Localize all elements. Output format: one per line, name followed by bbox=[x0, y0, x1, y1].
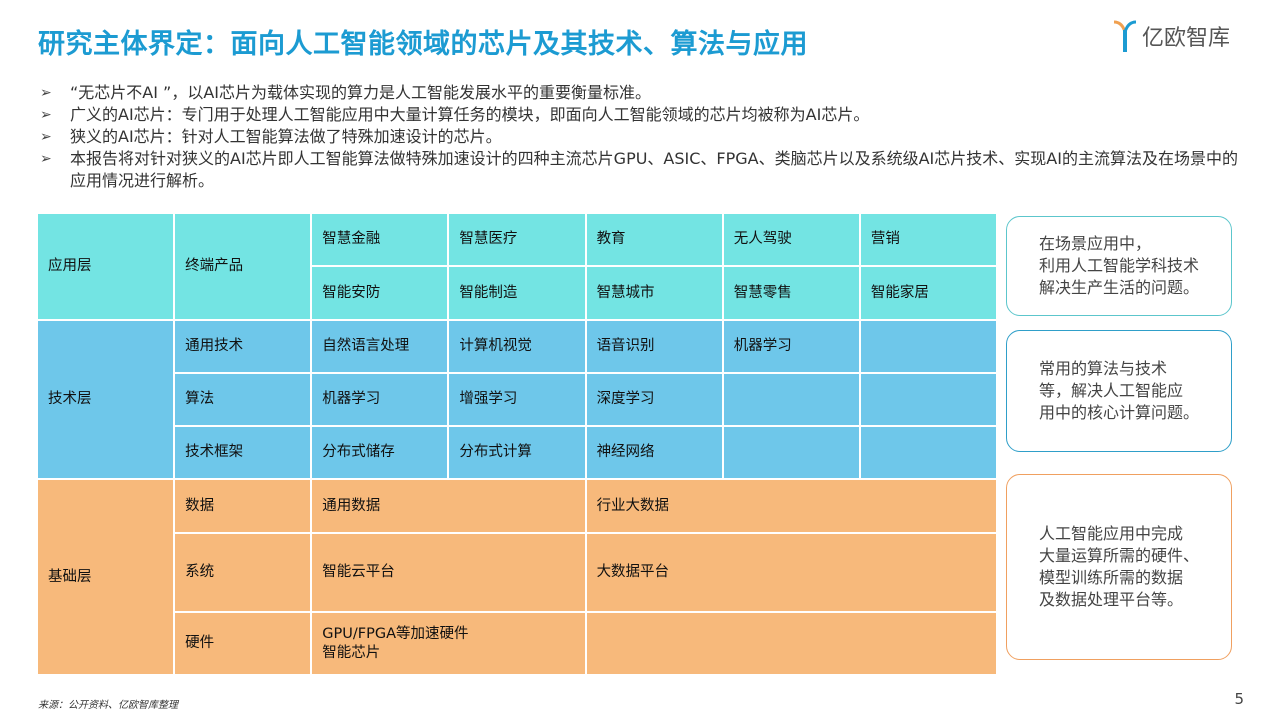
empty-cell bbox=[860, 321, 996, 372]
bullet-item: 广义的AI芯片：专门用于处理人工智能应用中大量计算任务的模块，即面向人工智能领域… bbox=[40, 104, 1240, 126]
table-cell: 营销 bbox=[860, 214, 996, 265]
ai-layer-table: 应用层 终端产品 智慧金融 智慧医疗 教育 无人驾驶 营销 智能安防 智能制造 … bbox=[38, 214, 996, 674]
bullet-list: “无芯片不AI ”，以AI芯片为载体实现的算力是人工智能发展水平的重要衡量标准。… bbox=[40, 82, 1240, 192]
page-title: 研究主体界定：面向人工智能领域的芯片及其技术、算法与应用 bbox=[38, 29, 808, 60]
empty-cell bbox=[860, 427, 996, 478]
table-cell: 机器学习 bbox=[312, 374, 448, 425]
sub-terminal-products: 终端产品 bbox=[175, 214, 311, 319]
table-cell: 计算机视觉 bbox=[449, 321, 585, 372]
note-line: 模型训练所需的数据 bbox=[1038, 568, 1183, 587]
table-cell: 智慧零售 bbox=[723, 267, 859, 319]
page-number: 5 bbox=[1234, 690, 1244, 708]
table-cell: 智能制造 bbox=[449, 267, 585, 319]
layer-base: 基础层 bbox=[38, 480, 174, 674]
table-cell: 智慧医疗 bbox=[449, 214, 585, 265]
table-cell: 自然语言处理 bbox=[312, 321, 448, 372]
note-line: 常用的算法与技术 bbox=[1038, 359, 1167, 378]
note-line: 大量运算所需的硬件、 bbox=[1038, 546, 1199, 565]
layer-tech: 技术层 bbox=[38, 321, 174, 478]
row-label: 通用技术 bbox=[175, 321, 311, 372]
row-label: 数据 bbox=[175, 480, 311, 532]
note-base-layer: 人工智能应用中完成 大量运算所需的硬件、 模型训练所需的数据 及数据处理平台等。 bbox=[1006, 474, 1232, 660]
table-cell: 机器学习 bbox=[723, 321, 859, 372]
bullet-item: 狭义的AI芯片：针对人工智能算法做了特殊加速设计的芯片。 bbox=[40, 126, 1240, 148]
table-cell: 分布式计算 bbox=[449, 427, 585, 478]
layer-app: 应用层 bbox=[38, 214, 174, 319]
empty-cell bbox=[723, 427, 859, 478]
note-line: 用中的核心计算问题。 bbox=[1038, 403, 1199, 422]
table-cell: 智能安防 bbox=[312, 267, 448, 319]
row-label: 系统 bbox=[175, 534, 311, 611]
table-cell: 行业大数据 bbox=[586, 480, 996, 532]
cell-line: GPU/FPGA等加速硬件 bbox=[322, 625, 469, 642]
table-cell: 智能云平台 bbox=[312, 534, 585, 611]
logo-text: 亿欧智库 bbox=[1142, 26, 1231, 51]
note-tech-layer: 常用的算法与技术 等，解决人工智能应 用中的核心计算问题。 bbox=[1006, 330, 1232, 452]
note-app-layer: 在场景应用中， 利用人工智能学科技术 解决生产生活的问题。 bbox=[1006, 216, 1232, 316]
note-line: 在场景应用中， bbox=[1038, 234, 1151, 253]
source-footer: 来源：公开资料、亿欧智库整理 bbox=[38, 700, 178, 711]
logo: 亿欧智库 bbox=[1112, 18, 1230, 54]
table-cell: 语音识别 bbox=[586, 321, 722, 372]
empty-cell bbox=[860, 374, 996, 425]
row-label: 硬件 bbox=[175, 613, 311, 674]
table-cell: GPU/FPGA等加速硬件 智能芯片 bbox=[312, 613, 585, 674]
table-cell: 教育 bbox=[586, 214, 722, 265]
note-line: 利用人工智能学科技术 bbox=[1038, 256, 1199, 275]
bullet-item: 本报告将对针对狭义的AI芯片即人工智能算法做特殊加速设计的四种主流芯片GPU、A… bbox=[40, 148, 1240, 192]
table-cell: 深度学习 bbox=[586, 374, 722, 425]
note-line: 等，解决人工智能应 bbox=[1038, 381, 1183, 400]
note-line: 人工智能应用中完成 bbox=[1038, 524, 1183, 543]
table-cell: 分布式储存 bbox=[312, 427, 448, 478]
row-label: 算法 bbox=[175, 374, 311, 425]
table-cell: 智慧金融 bbox=[312, 214, 448, 265]
table-cell: 增强学习 bbox=[449, 374, 585, 425]
table-cell: 智慧城市 bbox=[586, 267, 722, 319]
table-cell: 大数据平台 bbox=[586, 534, 996, 611]
table-cell: 无人驾驶 bbox=[723, 214, 859, 265]
bullet-item: “无芯片不AI ”，以AI芯片为载体实现的算力是人工智能发展水平的重要衡量标准。 bbox=[40, 82, 1240, 104]
note-line: 及数据处理平台等。 bbox=[1038, 590, 1183, 609]
empty-cell bbox=[723, 374, 859, 425]
table-cell: 神经网络 bbox=[586, 427, 722, 478]
logo-y-icon bbox=[1113, 20, 1137, 52]
table-cell: 通用数据 bbox=[312, 480, 585, 532]
note-line: 解决生产生活的问题。 bbox=[1038, 278, 1199, 297]
empty-cell bbox=[586, 613, 996, 674]
table-cell: 智能家居 bbox=[860, 267, 996, 319]
cell-line: 智能芯片 bbox=[322, 644, 381, 661]
row-label: 技术框架 bbox=[175, 427, 311, 478]
